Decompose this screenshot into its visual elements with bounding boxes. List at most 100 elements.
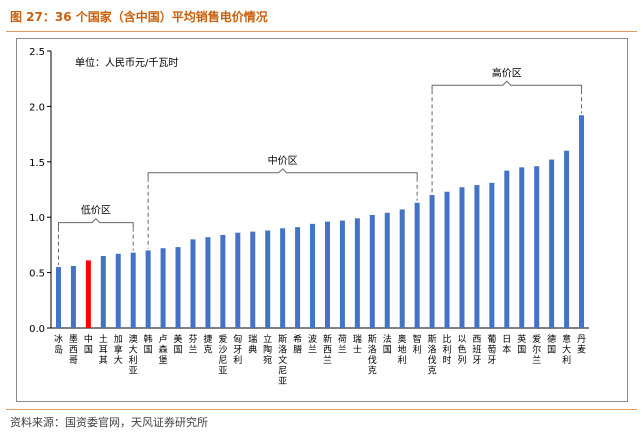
category-label: 奥地利 bbox=[398, 333, 407, 366]
category-label-char: 哥 bbox=[69, 355, 78, 366]
category-label-char: 希 bbox=[293, 333, 302, 345]
category-label-char: 其 bbox=[99, 355, 108, 366]
category-label-char: 利 bbox=[398, 354, 407, 366]
bar bbox=[459, 187, 465, 328]
category-label-char: 美 bbox=[174, 333, 183, 345]
category-label-char: 兰 bbox=[308, 344, 317, 356]
bar bbox=[115, 253, 121, 328]
category-label-char: 国 bbox=[547, 345, 556, 356]
category-label: 葡萄牙 bbox=[487, 333, 496, 366]
category-label-char: 荷 bbox=[338, 334, 347, 345]
category-label-char: 国 bbox=[144, 345, 153, 356]
category-label-char: 兰 bbox=[188, 344, 197, 356]
category-label-char: 亚 bbox=[218, 366, 227, 377]
category-label-char: 时 bbox=[443, 354, 452, 366]
figure-title: 图 27：36 个国家（含中国）平均销售电价情况 bbox=[10, 10, 268, 24]
category-label-char: 耳 bbox=[99, 345, 108, 356]
category-label-char: 冰 bbox=[54, 333, 63, 345]
y-tick-label: 1.5 bbox=[29, 158, 45, 169]
bar bbox=[384, 212, 390, 328]
category-label: 新西兰 bbox=[323, 333, 332, 366]
category-label: 德国 bbox=[547, 333, 556, 356]
group-bracket bbox=[57, 217, 134, 228]
category-label-char: 国 bbox=[174, 345, 183, 356]
title-rule bbox=[6, 31, 637, 32]
category-label: 卢森堡 bbox=[159, 333, 168, 366]
bar bbox=[504, 170, 510, 328]
category-label-char: 瑞 bbox=[248, 333, 257, 345]
category-label: 丹麦 bbox=[577, 334, 586, 356]
sales-price-bar-chart: 0.00.51.01.52.02.5单位：人民币元/千瓦时冰岛墨西哥中国土耳其加… bbox=[29, 47, 589, 387]
group-label: 低价区 bbox=[81, 204, 111, 217]
category-label-char: 葡 bbox=[487, 333, 496, 345]
bar bbox=[235, 232, 241, 328]
category-label: 土耳其 bbox=[99, 333, 108, 366]
category-label-char: 国 bbox=[517, 345, 526, 356]
category-label-char: 中 bbox=[84, 333, 93, 345]
bar bbox=[489, 182, 495, 328]
bar bbox=[534, 166, 540, 328]
category-label-char: 大 bbox=[129, 344, 138, 356]
bar bbox=[399, 209, 405, 328]
category-label-char: 森 bbox=[159, 344, 168, 356]
category-label-char: 尔 bbox=[532, 344, 541, 356]
category-label-char: 克 bbox=[368, 366, 377, 377]
group-bracket bbox=[431, 80, 583, 91]
category-label-char: 宛 bbox=[263, 354, 272, 366]
category-label-char: 利 bbox=[443, 344, 452, 356]
category-label: 澳大利亚 bbox=[129, 333, 138, 377]
category-label: 瑞典 bbox=[248, 333, 257, 356]
category-label: 西班牙 bbox=[472, 334, 481, 366]
category-label-char: 大 bbox=[114, 354, 123, 366]
bar bbox=[369, 214, 375, 328]
category-label: 匈牙利 bbox=[233, 333, 242, 366]
category-label-char: 捷 bbox=[203, 333, 212, 345]
category-label-char: 腊 bbox=[293, 345, 302, 356]
bar bbox=[220, 234, 226, 328]
category-label-char: 班 bbox=[472, 344, 481, 356]
category-label-char: 比 bbox=[443, 333, 452, 345]
category-label: 爱沙尼亚 bbox=[218, 334, 227, 377]
category-label: 瑞士 bbox=[353, 333, 362, 356]
category-label-char: 牙 bbox=[487, 355, 496, 366]
category-label-char: 西 bbox=[323, 345, 332, 356]
category-label-char: 斯 bbox=[368, 333, 377, 345]
category-label-char: 典 bbox=[248, 344, 257, 356]
bar bbox=[265, 230, 271, 328]
group-label: 中价区 bbox=[268, 154, 298, 167]
category-label-char: 尼 bbox=[278, 366, 287, 377]
category-label: 波兰 bbox=[308, 333, 317, 356]
category-label: 希腊 bbox=[293, 333, 302, 356]
category-label-char: 拿 bbox=[114, 344, 123, 356]
category-label: 爱尔兰 bbox=[532, 334, 541, 366]
category-label: 斯洛伐克 bbox=[368, 333, 377, 377]
bar bbox=[175, 247, 181, 328]
category-label-char: 英 bbox=[517, 333, 526, 345]
category-label-char: 韩 bbox=[144, 333, 153, 345]
category-label: 比利时 bbox=[443, 333, 452, 366]
bar bbox=[310, 223, 316, 328]
category-label: 斯洛伐克 bbox=[428, 333, 437, 377]
category-label-char: 地 bbox=[398, 344, 407, 356]
category-label-char: 国 bbox=[383, 345, 392, 356]
bar bbox=[100, 255, 106, 328]
bar bbox=[85, 260, 91, 328]
category-label-char: 国 bbox=[84, 345, 93, 356]
bar bbox=[354, 218, 360, 328]
category-label-char: 卢 bbox=[159, 333, 168, 345]
category-label-char: 麦 bbox=[577, 344, 586, 356]
category-label-char: 加 bbox=[114, 334, 123, 345]
category-label: 以色列 bbox=[457, 335, 466, 366]
category-label-char: 智 bbox=[413, 333, 422, 345]
category-label-char: 利 bbox=[562, 354, 571, 366]
category-label-char: 亚 bbox=[278, 376, 287, 387]
category-label-char: 利 bbox=[413, 344, 422, 356]
category-label-char: 西 bbox=[472, 334, 481, 345]
category-label-char: 奥 bbox=[398, 333, 407, 345]
source-rule bbox=[6, 409, 637, 410]
category-label-char: 法 bbox=[383, 333, 392, 345]
category-label-char: 牙 bbox=[472, 355, 481, 366]
category-label-char: 德 bbox=[547, 333, 556, 345]
bar bbox=[190, 239, 196, 328]
figure-source: 资料来源：国资委官网，天风证券研究所 bbox=[10, 416, 208, 429]
